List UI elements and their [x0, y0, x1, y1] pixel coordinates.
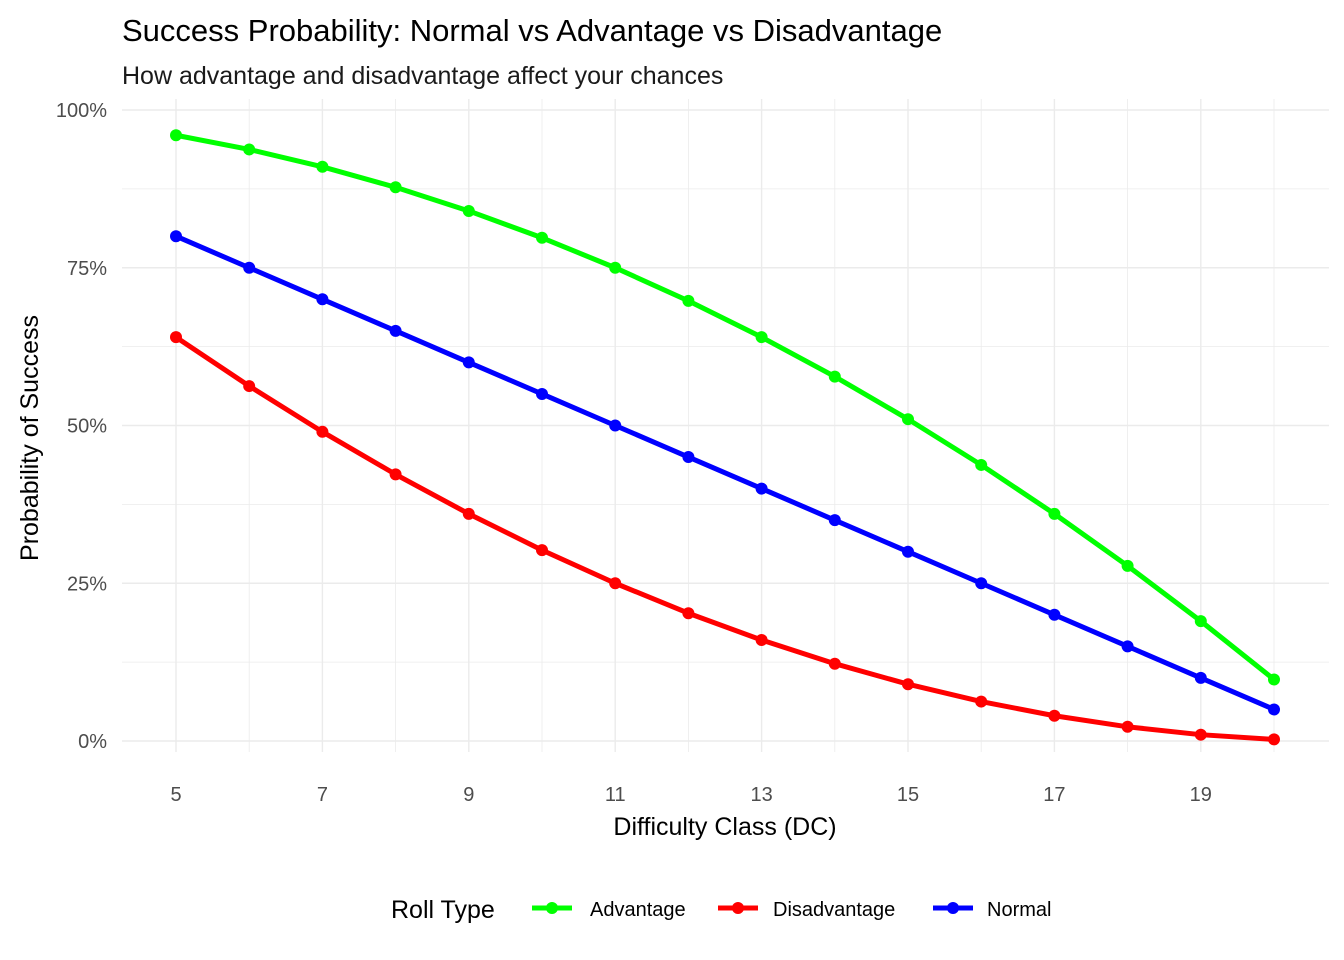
data-point-advantage: [316, 160, 329, 173]
data-point-disadvantage: [462, 507, 475, 520]
data-point-disadvantage: [1121, 720, 1134, 733]
legend-key-point-advantage: [546, 902, 558, 914]
data-point-disadvantage: [902, 678, 914, 691]
x-tick-label: 5: [170, 784, 181, 806]
data-point-advantage: [1268, 673, 1280, 686]
data-point-disadvantage: [755, 634, 768, 647]
data-point-advantage: [536, 231, 548, 244]
data-point-normal: [828, 514, 841, 527]
data-point-normal: [1048, 608, 1061, 621]
data-point-advantage: [1121, 559, 1134, 572]
legend-key-point-normal: [947, 902, 959, 914]
data-point-normal: [1268, 703, 1280, 716]
data-point-disadvantage: [1048, 709, 1061, 722]
series-line-disadvantage: [174, 335, 1275, 742]
data-point-advantage: [828, 370, 841, 383]
data-point-normal: [682, 451, 695, 464]
data-point-advantage: [1194, 615, 1207, 628]
data-point-advantage: [609, 261, 622, 274]
data-point-disadvantage: [1268, 733, 1280, 746]
x-tick-label: 15: [897, 784, 919, 806]
data-point-normal: [1121, 640, 1134, 653]
series-line-normal: [175, 233, 1275, 712]
data-point-advantage: [170, 129, 182, 142]
data-point-disadvantage: [243, 380, 256, 393]
data-point-disadvantage: [609, 577, 622, 590]
data-point-disadvantage: [170, 331, 182, 344]
x-tick-label: 13: [750, 784, 772, 806]
y-axis-title: Probability of Success: [16, 315, 44, 561]
data-point-normal: [755, 482, 768, 495]
data-point-normal: [902, 545, 914, 558]
x-tick-label: 7: [317, 784, 328, 806]
data-point-advantage: [462, 204, 475, 217]
data-point-disadvantage: [682, 607, 695, 620]
legend: Roll Type Advantage Disadvantage Normal: [391, 896, 1051, 924]
data-point-normal: [975, 577, 988, 590]
data-point-advantage: [389, 181, 402, 194]
data-point-disadvantage: [975, 695, 988, 708]
x-axis-title: Difficulty Class (DC): [613, 813, 836, 841]
data-point-advantage: [682, 294, 695, 307]
x-tick-label: 9: [463, 784, 474, 806]
data-point-normal: [389, 324, 402, 337]
data-point-normal: [536, 387, 548, 400]
y-tick-label: 0%: [78, 731, 107, 753]
data-point-advantage: [243, 143, 256, 156]
series-line-advantage: [175, 132, 1276, 682]
legend-label-disadvantage: Disadvantage: [773, 899, 895, 921]
data-point-normal: [609, 419, 622, 432]
legend-key-point-disadvantage: [732, 902, 744, 914]
data-point-advantage: [755, 331, 768, 344]
data-point-normal: [316, 293, 329, 306]
data-point-disadvantage: [316, 425, 329, 438]
data-point-disadvantage: [536, 544, 548, 557]
x-axis-ticks: 5 7 9 11 13 15 17 19: [170, 784, 1211, 806]
x-tick-label: 19: [1190, 784, 1212, 806]
y-axis-ticks: 0% 25% 50% 75% 100%: [56, 100, 107, 753]
x-tick-label: 17: [1043, 784, 1065, 806]
data-point-disadvantage: [389, 468, 402, 481]
y-tick-label: 25%: [67, 573, 107, 595]
data-point-normal: [1194, 671, 1207, 684]
data-point-normal: [243, 261, 256, 274]
legend-label-advantage: Advantage: [590, 899, 686, 921]
chart-title: Success Probability: Normal vs Advantage…: [122, 13, 942, 48]
y-tick-label: 75%: [67, 258, 107, 280]
data-point-normal: [170, 230, 182, 243]
data-point-disadvantage: [1194, 728, 1207, 741]
legend-title: Roll Type: [391, 896, 495, 924]
y-tick-label: 100%: [56, 100, 107, 122]
y-tick-label: 50%: [67, 416, 107, 438]
legend-label-normal: Normal: [987, 899, 1051, 921]
chart-subtitle: How advantage and disadvantage affect yo…: [122, 62, 723, 90]
data-point-disadvantage: [828, 657, 841, 670]
data-point-advantage: [1048, 507, 1061, 520]
x-tick-label: 11: [605, 784, 626, 806]
data-point-advantage: [902, 413, 914, 426]
data-point-normal: [462, 356, 475, 369]
data-point-advantage: [975, 458, 988, 471]
series-layer: [170, 129, 1280, 746]
